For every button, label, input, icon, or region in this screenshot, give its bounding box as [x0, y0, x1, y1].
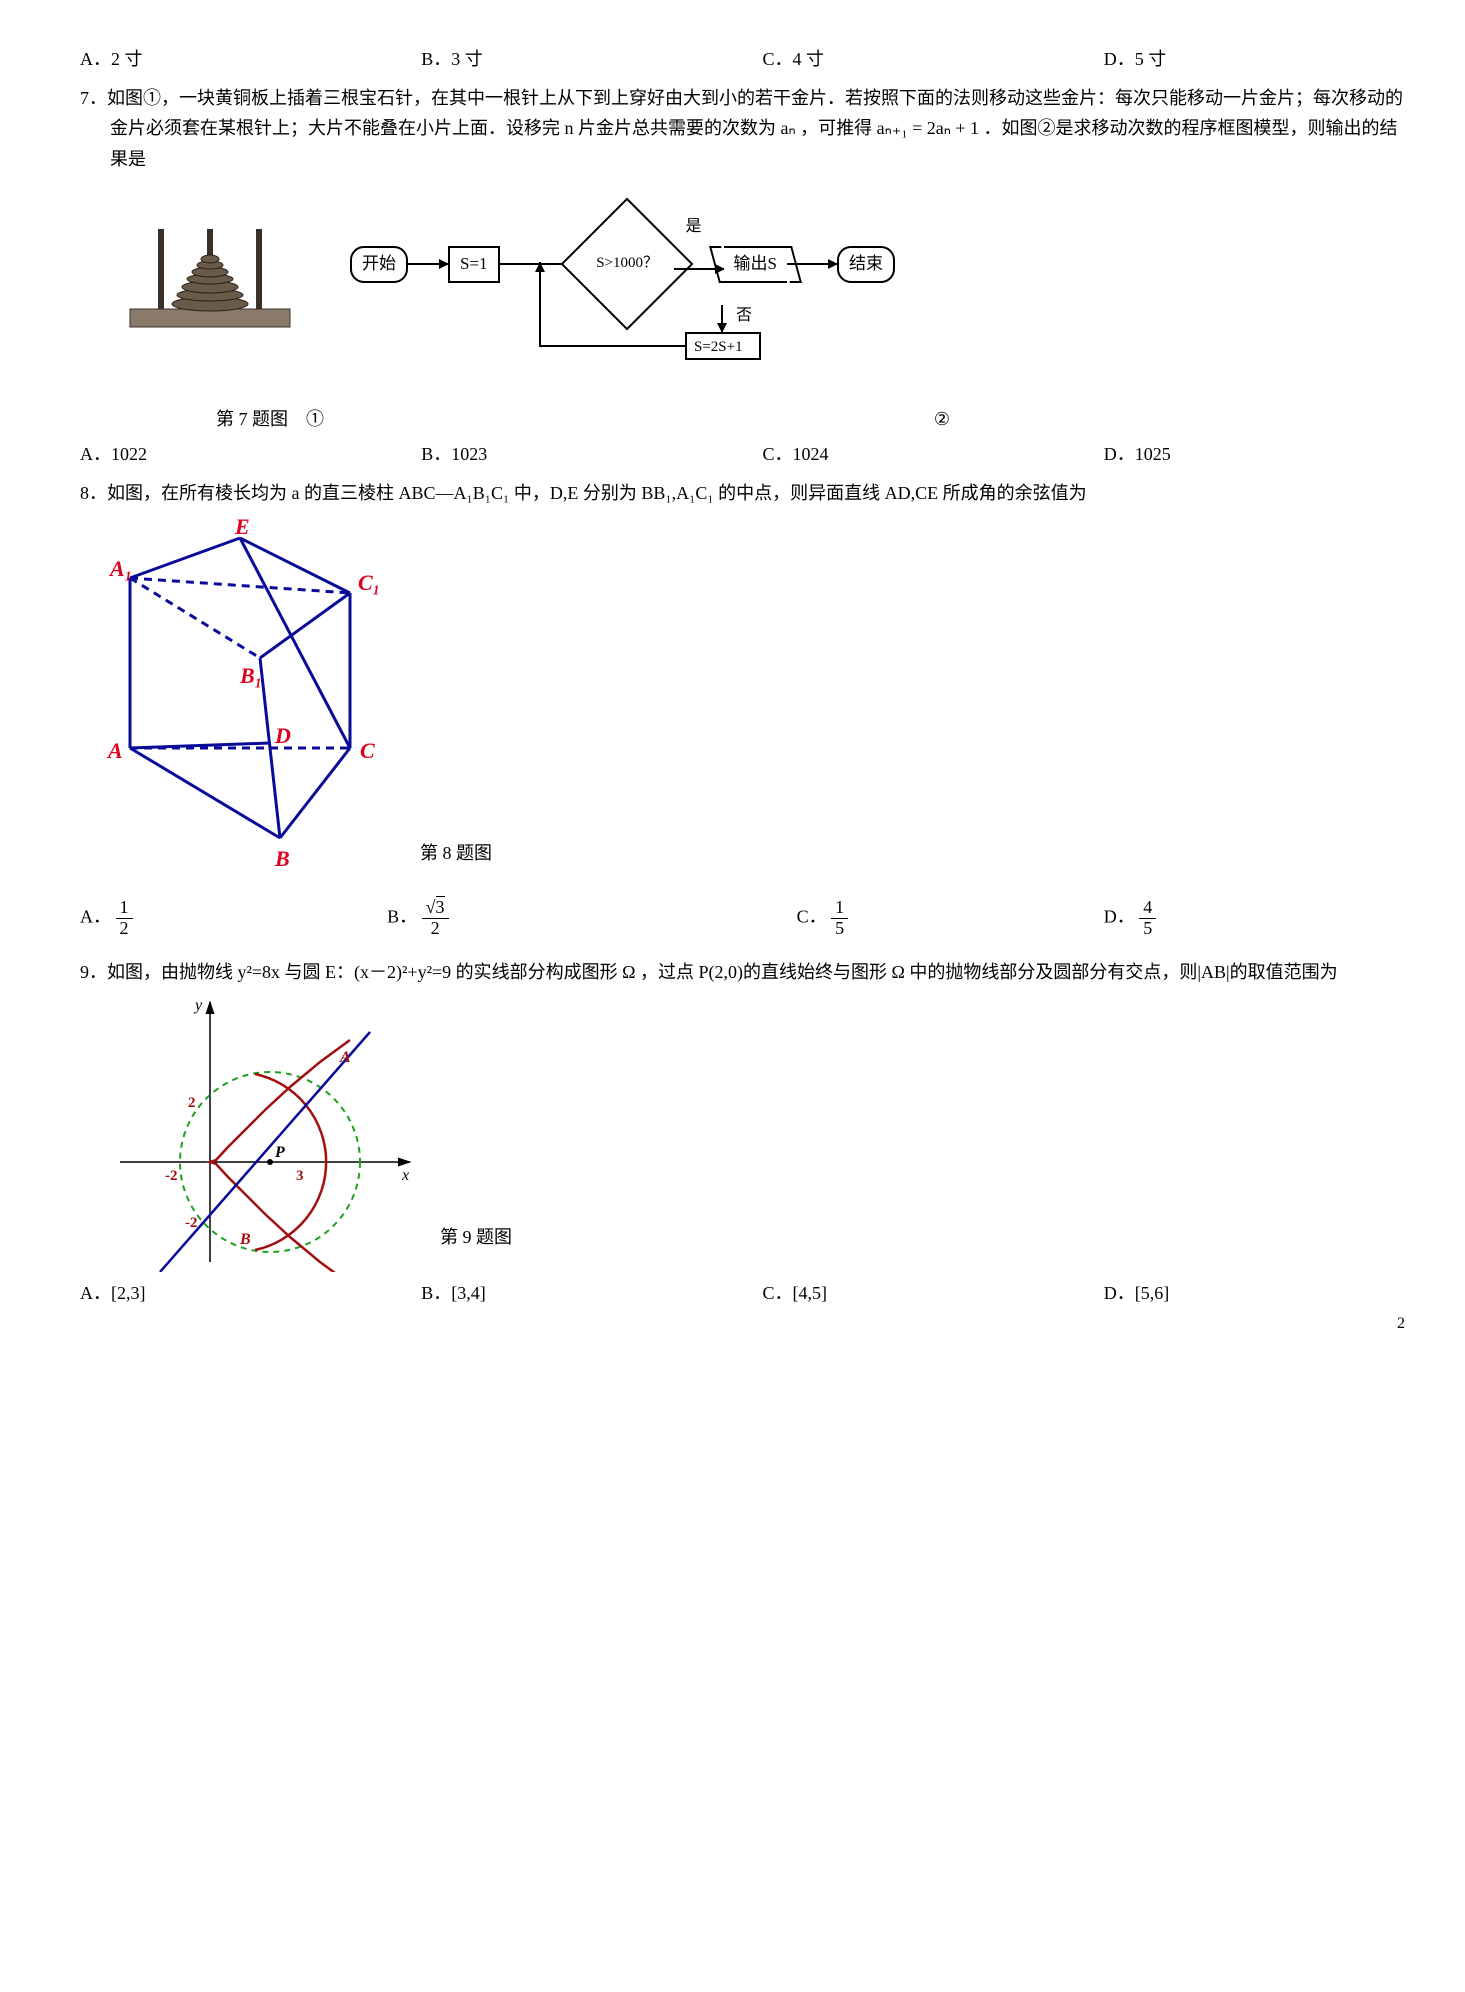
label-D: D: [274, 723, 291, 748]
q9-num: 9．: [80, 962, 107, 982]
tick-2y: 2: [188, 1095, 196, 1111]
q8-figure-row: A₁ E C₁ B₁ D A C B 第 8 题图: [80, 518, 1415, 878]
q6-opt-a: A．2 寸: [80, 44, 421, 75]
opt-pre: A．: [80, 907, 111, 927]
label-B: B: [274, 846, 290, 871]
arrow-icon: [408, 263, 448, 265]
tick-neg2y: -2: [185, 1215, 198, 1231]
q6-options: A．2 寸 B．3 寸 C．4 寸 D．5 寸: [80, 44, 1445, 75]
q7-fig2-label: ②: [430, 404, 950, 435]
q6-opt-b: B．3 寸: [421, 44, 762, 75]
q7-opt-c: C．1024: [763, 439, 1104, 470]
q9-graph: x y A B P -2 3 2 -2: [110, 992, 430, 1272]
q9-figure-row: x y A B P -2 3 2 -2 第 9 题图: [110, 992, 1415, 1272]
frac-num: √3: [422, 898, 449, 919]
label-C: C: [360, 738, 375, 763]
opt-pre: D．: [1104, 907, 1135, 927]
q8-opt-d: D． 45: [1104, 898, 1445, 939]
page-number: 2: [1397, 1310, 1405, 1337]
q6-opt-c: C．4 寸: [763, 44, 1104, 75]
point-P: P: [274, 1144, 285, 1161]
frac-num: 1: [831, 898, 848, 919]
q7-opt-a: A．1022: [80, 439, 421, 470]
flow-loop-icon: 否 S=2S+1: [480, 245, 1020, 355]
frac-den: 5: [1139, 919, 1156, 939]
axis-x-label: x: [401, 1167, 409, 1184]
flow-loop-body: S=2S+1: [694, 339, 743, 355]
q9-fig-label: 第 9 题图: [440, 1222, 512, 1253]
point-A: A: [339, 1049, 351, 1066]
flow-yes: 是: [686, 213, 702, 240]
frac-num: 1: [116, 898, 133, 919]
q8-opt-a: A． 12: [80, 898, 387, 939]
prism-diagram: A₁ E C₁ B₁ D A C B: [80, 518, 400, 878]
axis-y-label: y: [193, 997, 203, 1014]
q7-fig1-label: 第 7 题图 ①: [110, 404, 430, 435]
q8-num: 8．: [80, 483, 107, 503]
q7-opt-d: D．1025: [1104, 439, 1445, 470]
label-E: E: [234, 518, 250, 539]
label-C1: C₁: [358, 570, 380, 595]
q9-opt-b: B．[3,4]: [421, 1278, 762, 1309]
opt-pre: C．: [797, 907, 827, 927]
q6-opt-d: D．5 寸: [1104, 44, 1445, 75]
q7-text: 7．如图①，一块黄铜板上插着三根宝石针，在其中一根针上从下到上穿好由大到小的若干…: [80, 83, 1415, 175]
q9-opt-d: D．[5,6]: [1104, 1278, 1445, 1309]
flow-start: 开始: [350, 246, 408, 283]
q9-text: 9．如图，由抛物线 y²=8x 与圆 E：(x－2)²+y²=9 的实线部分构成…: [80, 957, 1415, 988]
q9-opt-c: C．[4,5]: [763, 1278, 1104, 1309]
point-B: B: [239, 1231, 251, 1248]
q7-fig-labels: 第 7 题图 ① ②: [110, 404, 1415, 435]
label-A: A: [106, 738, 123, 763]
label-A1: A₁: [108, 556, 132, 581]
q9-body: 如图，由抛物线 y²=8x 与圆 E：(x－2)²+y²=9 的实线部分构成图形…: [107, 962, 1338, 982]
q8-body: 如图，在所有棱长均为 a 的直三棱柱 ABC—A₁B₁C₁ 中，D,E 分别为 …: [107, 483, 1087, 503]
q7-body: 如图①，一块黄铜板上插着三根宝石针，在其中一根针上从下到上穿好由大到小的若干金片…: [107, 88, 1403, 169]
q8-fig-label: 第 8 题图: [420, 838, 492, 869]
frac-den: 5: [831, 919, 848, 939]
tick-neg2x: -2: [165, 1168, 178, 1184]
q7-num: 7．: [80, 88, 107, 108]
tick-3: 3: [296, 1168, 304, 1184]
q7-figures: 开始 S=1 S>1000？ 是 输出S 结束 否 S=2S+1: [110, 189, 1415, 339]
q8-text: 8．如图，在所有棱长均为 a 的直三棱柱 ABC—A₁B₁C₁ 中，D,E 分别…: [80, 478, 1415, 509]
q7-options: A．1022 B．1023 C．1024 D．1025: [80, 439, 1445, 470]
label-B1: B₁: [239, 663, 262, 688]
q8-opt-c: C． 15: [797, 898, 1104, 939]
q7-opt-b: B．1023: [421, 439, 762, 470]
q8-opt-b: B． √32: [387, 898, 797, 939]
frac-den: 2: [116, 919, 133, 939]
q9-options: A．[2,3] B．[3,4] C．[4,5] D．[5,6]: [80, 1278, 1445, 1309]
frac-den: 2: [422, 919, 449, 939]
q9-opt-a: A．[2,3]: [80, 1278, 421, 1309]
frac-num: 4: [1139, 898, 1156, 919]
hanoi-tower-icon: [110, 189, 310, 339]
flow-no-label: 否: [736, 307, 752, 324]
q8-options: A． 12 B． √32 C． 15 D． 45: [80, 898, 1445, 939]
opt-pre: B．: [387, 907, 417, 927]
flowchart: 开始 S=1 S>1000？ 是 输出S 结束 否 S=2S+1: [350, 217, 895, 311]
